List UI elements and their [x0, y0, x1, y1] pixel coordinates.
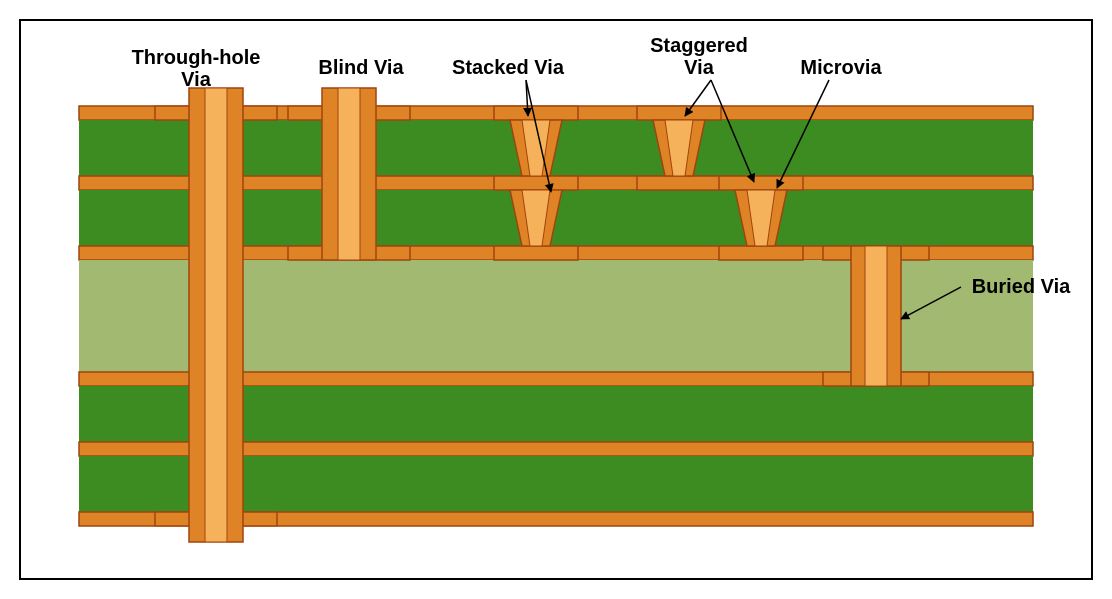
label-staggered-via: Staggered Via [639, 35, 759, 79]
diagram-frame: Through-hole Via Blind Via Stacked Via S… [19, 19, 1093, 580]
pcb-diagram [21, 21, 1091, 578]
label-buried-via: Buried Via [961, 276, 1081, 298]
label-through-hole-via: Through-hole Via [116, 47, 276, 91]
label-blind-via: Blind Via [311, 57, 411, 79]
label-microvia: Microvia [791, 57, 891, 79]
label-stacked-via: Stacked Via [443, 57, 573, 79]
